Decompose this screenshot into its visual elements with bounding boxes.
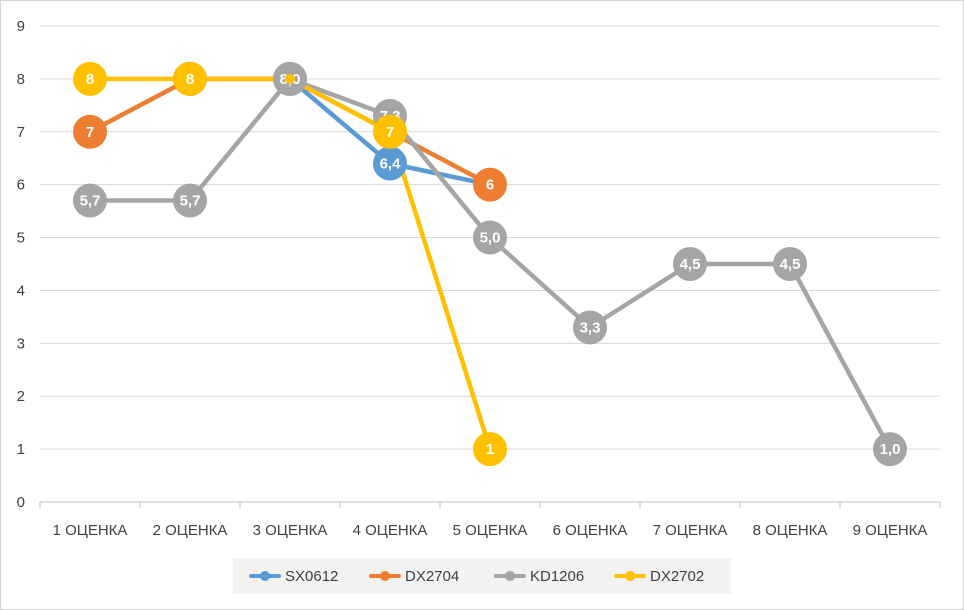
data-point-DX2702 — [473, 432, 507, 467]
data-label-DX2704: 7 — [86, 124, 94, 141]
x-tick-label: 5 ОЦЕНКА — [453, 522, 528, 539]
y-tick-label: 3 — [17, 335, 25, 352]
x-tick-label: 1 ОЦЕНКА — [53, 522, 128, 539]
series-lines — [87, 76, 893, 452]
y-tick-label: 7 — [17, 124, 25, 141]
data-label-DX2702: 7 — [386, 124, 394, 141]
x-tick-label: 2 ОЦЕНКА — [153, 522, 228, 539]
legend: SX0612 DX2704 KD1206 DX2702 — [233, 558, 731, 594]
data-point-KD1206 — [673, 247, 707, 281]
data-point-DX2704 — [473, 167, 507, 202]
data-point-DX2702 — [373, 114, 407, 149]
y-tick-label: 5 — [17, 230, 25, 247]
legend-label-DX2702: DX2702 — [650, 568, 704, 585]
legend-swatch-marker-DX2702 — [625, 571, 635, 581]
y-tick-label: 6 — [17, 177, 25, 194]
data-point-KD1206 — [173, 183, 207, 218]
x-tick-label: 3 ОЦЕНКА — [253, 522, 328, 539]
data-label-KD1206: 5,7 — [80, 193, 101, 210]
data-label-KD1206: 4,5 — [780, 256, 801, 273]
x-tick-label: 6 ОЦЕНКА — [553, 522, 628, 539]
data-point-KD1206 — [873, 432, 907, 467]
data-label-DX2702: 8 — [86, 71, 94, 88]
data-point-KD1206 — [73, 183, 107, 218]
data-point-KD1206 — [573, 310, 607, 345]
data-label-DX2704: 6 — [486, 177, 494, 194]
legend-box — [233, 558, 731, 594]
data-label-KD1206: 4,5 — [680, 256, 701, 273]
data-point-DX2702 — [285, 73, 295, 84]
x-tick-label: 7 ОЦЕНКА — [653, 522, 728, 539]
y-tick-label: 2 — [17, 388, 25, 405]
x-tick-label: 8 ОЦЕНКА — [753, 522, 828, 539]
data-label-KD1206: 3,3 — [580, 319, 601, 336]
y-tick-label: 9 — [17, 18, 25, 35]
data-label-SX0612: 6,4 — [380, 156, 402, 173]
y-tick-label: 4 — [17, 282, 25, 299]
data-point-DX2702 — [173, 61, 207, 96]
axes: 0 1 2 3 4 5 6 7 8 9 1 ОЦЕНКА 2 ОЦЕНКА 3 ОЦЕНКА 4 ОЦЕН… — [17, 18, 941, 539]
y-tick-label: 0 — [17, 494, 25, 511]
data-point-KD1206 — [473, 220, 507, 255]
legend-label-KD1206: KD1206 — [530, 568, 584, 585]
data-point-DX2704 — [73, 114, 107, 149]
y-tick-label: 1 — [17, 441, 25, 458]
y-tick-label: 8 — [17, 71, 25, 88]
data-point-KD1206 — [773, 247, 807, 281]
legend-swatch-marker-KD1206 — [505, 571, 515, 581]
legend-swatch-marker-DX2704 — [380, 571, 390, 581]
legend-label-SX0612: SX0612 — [285, 568, 338, 585]
data-label-KD1206: 5,0 — [480, 230, 501, 247]
data-label-DX2702: 8 — [186, 71, 194, 88]
series-line-KD1206 — [87, 76, 893, 452]
legend-label-DX2704: DX2704 — [405, 568, 459, 585]
data-point-DX2702 — [73, 61, 107, 96]
data-point-SX0612 — [373, 146, 407, 181]
x-tick-label: 4 ОЦЕНКА — [353, 522, 428, 539]
legend-swatch-marker-SX0612 — [260, 571, 270, 581]
data-label-DX2702: 1 — [486, 441, 494, 458]
data-label-KD1206: 5,7 — [180, 193, 201, 210]
series-line-DX2702 — [87, 76, 493, 452]
data-label-KD1206: 1,0 — [880, 441, 901, 458]
x-tick-label: 9 ОЦЕНКА — [853, 522, 928, 539]
